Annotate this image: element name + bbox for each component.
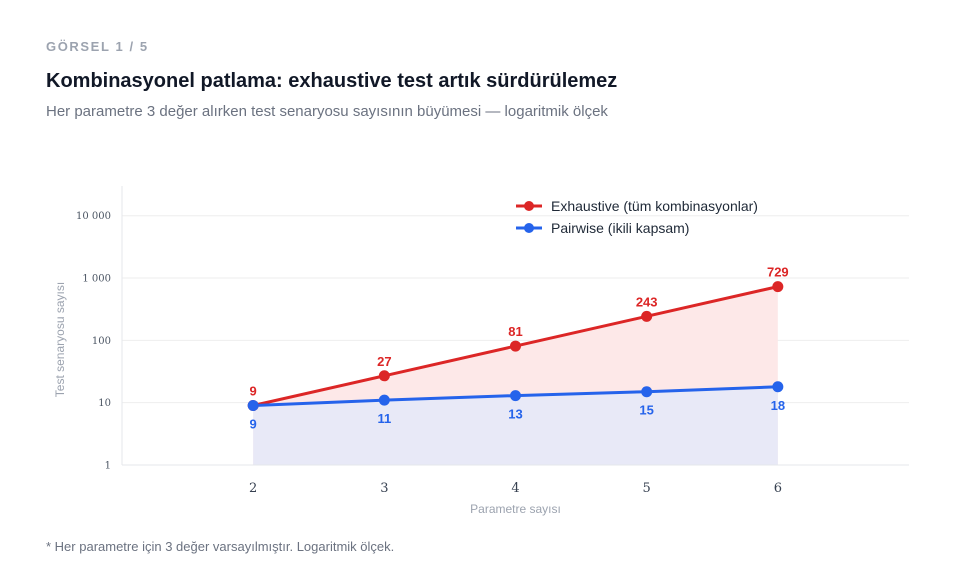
y-tick-label: 10 000	[76, 211, 111, 222]
pairwise-point	[772, 381, 784, 393]
y-axis-title: Test senaryosu sayısı	[53, 282, 67, 397]
footnote: * Her parametre için 3 değer varsayılmış…	[46, 539, 395, 554]
pairwise-data-label: 11	[377, 411, 391, 426]
exhaustive-data-label: 243	[636, 294, 658, 309]
exhaustive-point	[510, 340, 521, 352]
figure-counter: GÖRSEL 1 / 5	[46, 39, 149, 54]
x-tick-label: 4	[511, 481, 519, 496]
page-subtitle: Her parametre 3 değer alırken test senar…	[46, 103, 608, 120]
pairwise-data-label: 9	[250, 417, 257, 432]
pairwise-data-label: 18	[771, 398, 785, 413]
exhaustive-point	[772, 281, 784, 293]
exhaustive-data-label: 81	[508, 324, 522, 339]
exhaustive-data-label: 27	[377, 354, 391, 369]
exhaustive-point	[378, 370, 390, 382]
x-tick-label: 5	[643, 481, 651, 496]
pairwise-data-label: 15	[639, 403, 653, 418]
legend-item-exhaustive: Exhaustive (tüm kombinasyonlar)	[516, 198, 758, 214]
x-axis-title: Parametre sayısı	[470, 502, 561, 516]
legend-swatch-marker	[524, 201, 534, 211]
x-tick-label: 3	[380, 481, 388, 496]
pairwise-area	[253, 386, 778, 465]
y-tick-label: 10	[98, 398, 111, 409]
data-labels: 9 27 81 243 729 9 11 13 15 18	[250, 265, 789, 432]
exhaustive-data-label: 9	[250, 384, 257, 399]
pairwise-point	[378, 394, 390, 406]
legend-label: Pairwise (ikili kapsam)	[551, 220, 689, 236]
y-tick-label: 1	[105, 461, 111, 472]
area-fills	[253, 286, 778, 465]
pairwise-point	[510, 390, 521, 402]
pairwise-data-label: 13	[508, 407, 522, 422]
pairwise-point	[247, 400, 259, 412]
legend-item-pairwise: Pairwise (ikili kapsam)	[516, 220, 689, 236]
pairwise-point	[641, 386, 653, 398]
exhaustive-data-label: 729	[767, 265, 789, 280]
y-tick-label: 100	[92, 336, 111, 347]
legend-label: Exhaustive (tüm kombinasyonlar)	[551, 198, 758, 214]
data-points	[247, 281, 784, 412]
x-tick-label: 6	[774, 481, 782, 496]
legend: Exhaustive (tüm kombinasyonlar) Pairwise …	[516, 198, 758, 236]
legend-swatch-marker	[524, 223, 534, 233]
axes: 1 10 100 1 000 10 000 2 3 4 5 6 Parametre sayısı Te…	[53, 186, 909, 516]
exhaustive-point	[641, 310, 653, 322]
y-tick-label: 1 000	[82, 274, 111, 285]
x-tick-label: 2	[249, 481, 257, 496]
page-title: Kombinasyonel patlama: exhaustive test a…	[46, 70, 618, 92]
